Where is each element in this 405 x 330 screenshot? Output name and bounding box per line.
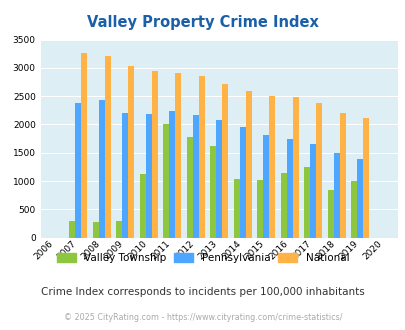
Bar xyxy=(198,76,204,238)
Bar xyxy=(269,96,275,238)
Bar xyxy=(69,221,75,238)
Bar xyxy=(104,56,110,238)
Bar xyxy=(140,174,145,238)
Bar xyxy=(122,113,128,238)
Bar xyxy=(116,221,122,238)
Bar xyxy=(151,71,157,238)
Bar xyxy=(222,84,228,238)
Bar xyxy=(169,111,175,238)
Legend: Valley Township, Pennsylvania, National: Valley Township, Pennsylvania, National xyxy=(53,249,352,267)
Bar xyxy=(145,114,151,238)
Bar xyxy=(186,137,192,238)
Bar xyxy=(216,120,222,238)
Bar xyxy=(263,135,269,238)
Bar xyxy=(327,190,333,238)
Bar xyxy=(210,146,216,238)
Bar xyxy=(75,103,81,238)
Text: © 2025 CityRating.com - https://www.cityrating.com/crime-statistics/: © 2025 CityRating.com - https://www.city… xyxy=(64,313,341,322)
Bar xyxy=(292,97,298,238)
Bar xyxy=(315,103,321,238)
Bar xyxy=(280,173,286,238)
Bar xyxy=(175,73,181,238)
Bar xyxy=(356,159,362,238)
Bar xyxy=(81,53,87,238)
Bar xyxy=(192,115,198,238)
Bar xyxy=(98,100,104,238)
Bar xyxy=(257,181,263,238)
Bar xyxy=(128,66,134,238)
Bar xyxy=(93,222,98,238)
Bar xyxy=(362,118,368,238)
Bar xyxy=(351,181,356,238)
Bar xyxy=(239,127,245,238)
Bar xyxy=(286,139,292,238)
Bar xyxy=(333,153,339,238)
Bar xyxy=(339,113,345,238)
Text: Crime Index corresponds to incidents per 100,000 inhabitants: Crime Index corresponds to incidents per… xyxy=(41,287,364,297)
Bar xyxy=(233,179,239,238)
Text: Valley Property Crime Index: Valley Property Crime Index xyxy=(87,15,318,30)
Bar xyxy=(245,90,251,238)
Bar xyxy=(163,124,169,238)
Bar xyxy=(304,167,309,238)
Bar xyxy=(309,144,315,238)
